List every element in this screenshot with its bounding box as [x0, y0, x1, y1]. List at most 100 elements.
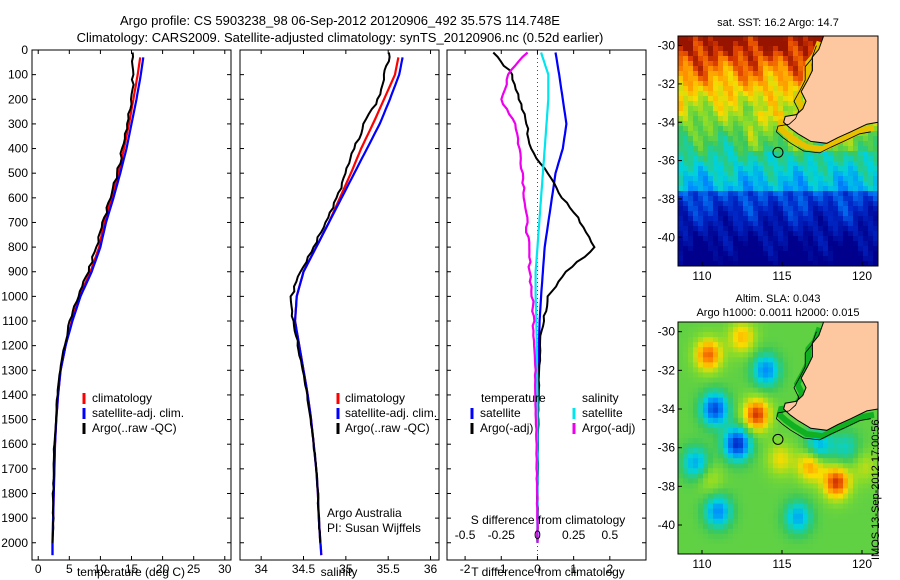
- map-cell: [713, 246, 719, 252]
- map-cell: [788, 186, 794, 192]
- map-cell: [838, 493, 844, 500]
- map-cell: [778, 397, 784, 404]
- map-cell: [798, 337, 804, 343]
- map-cell: [718, 538, 724, 545]
- map-cell: [743, 251, 749, 257]
- map-cell: [838, 448, 844, 454]
- map-cell: [763, 518, 769, 525]
- map-cell: [688, 121, 694, 127]
- map-cell: [753, 176, 759, 182]
- map-cell: [698, 56, 704, 62]
- map-cell: [708, 246, 714, 252]
- map-cell: [858, 458, 864, 464]
- map-cell: [783, 206, 789, 212]
- map-cell: [833, 498, 839, 505]
- map-cell: [768, 483, 774, 490]
- map-cell: [783, 256, 789, 262]
- map-cell: [688, 261, 694, 266]
- legend-label-argo: Argo(..raw -QC): [92, 421, 177, 435]
- australia-land: [783, 36, 878, 144]
- map-cell: [763, 443, 769, 449]
- map-cell: [683, 186, 689, 192]
- map-cell: [693, 81, 699, 87]
- map-cell: [688, 362, 694, 368]
- map-cell: [838, 141, 844, 147]
- map-cell: [833, 206, 839, 212]
- map-cell: [683, 236, 689, 242]
- map-cell: [788, 342, 794, 348]
- map-cell: [708, 367, 714, 374]
- map-cell: [708, 508, 714, 515]
- map-cell: [753, 347, 759, 353]
- map-cell: [753, 241, 759, 247]
- map-cell: [733, 221, 739, 227]
- map-cell: [748, 201, 754, 207]
- map-cell: [703, 407, 709, 414]
- map-cell: [858, 528, 864, 535]
- map-cell: [853, 523, 859, 530]
- map-cell: [703, 508, 709, 515]
- map-cell: [683, 463, 689, 469]
- map-cell: [713, 372, 719, 379]
- map-cell: [753, 66, 759, 72]
- map-cell: [763, 387, 769, 394]
- map-cell: [698, 412, 704, 419]
- map-cell: [803, 488, 809, 495]
- map-cell: [683, 417, 689, 424]
- map-cell: [748, 206, 754, 212]
- map-cell: [833, 231, 839, 237]
- map-cell: [813, 443, 819, 449]
- map-cell: [713, 322, 719, 328]
- map-cell: [793, 372, 799, 379]
- map-cell: [683, 493, 689, 500]
- map-cell: [723, 136, 729, 142]
- map-cell: [693, 422, 699, 429]
- map-cell: [853, 432, 859, 439]
- map-cell: [873, 498, 878, 505]
- map-cell: [813, 196, 819, 202]
- map-cell: [773, 56, 779, 62]
- map-cell: [733, 111, 739, 117]
- map-cell: [728, 206, 734, 212]
- map-cell: [818, 443, 824, 449]
- map-cell: [718, 231, 724, 237]
- map-cell: [773, 548, 779, 554]
- map-cell: [778, 36, 784, 42]
- map-cell: [743, 407, 749, 414]
- map-cell: [768, 126, 774, 132]
- map-cell: [768, 372, 774, 379]
- map-cell: [828, 443, 834, 449]
- map-cell: [838, 518, 844, 525]
- map-cell: [793, 176, 799, 182]
- map-cell: [768, 246, 774, 252]
- map-cell: [748, 146, 754, 152]
- map-cell: [753, 141, 759, 147]
- map-cell: [748, 136, 754, 142]
- map-cell: [868, 483, 874, 490]
- map-cell: [693, 518, 699, 525]
- map-cell: [793, 503, 799, 510]
- map-cell: [733, 226, 739, 232]
- map-cell: [848, 176, 854, 182]
- map-cell: [773, 493, 779, 500]
- map-cell: [808, 216, 814, 222]
- map-cell: [748, 181, 754, 187]
- map-cell: [723, 503, 729, 510]
- map-cell: [713, 56, 719, 62]
- map-cell: [863, 146, 869, 152]
- map-cell: [823, 151, 829, 157]
- map-cell: [783, 251, 789, 257]
- map-cell: [678, 36, 684, 42]
- map-cell: [833, 548, 839, 554]
- map-cell: [848, 166, 854, 172]
- map-cell: [778, 151, 784, 157]
- map-cell: [748, 246, 754, 252]
- map-cell: [758, 397, 764, 404]
- map-cell: [738, 412, 744, 419]
- map-cell: [728, 503, 734, 510]
- map-cell: [788, 81, 794, 87]
- map-cell: [753, 528, 759, 535]
- map-cell: [688, 337, 694, 343]
- map-cell: [698, 201, 704, 207]
- map-cell: [678, 126, 684, 132]
